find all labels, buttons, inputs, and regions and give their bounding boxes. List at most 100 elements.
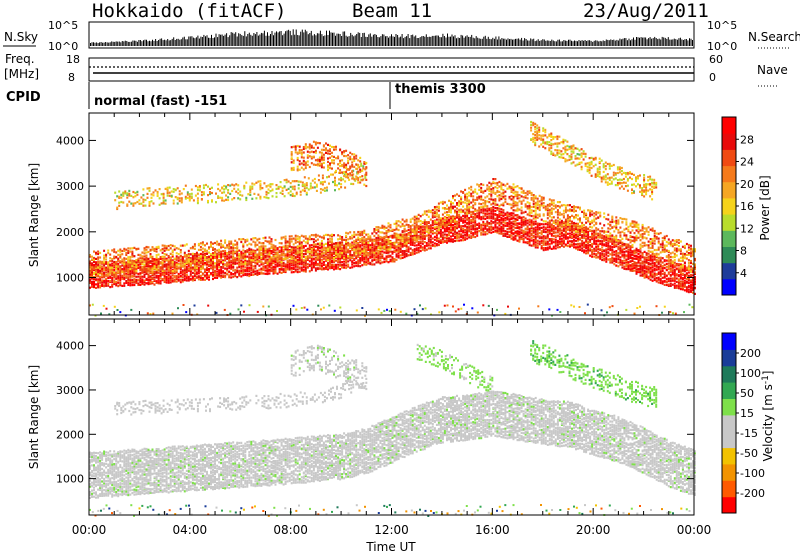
heatmap-cell (534, 246, 537, 249)
heatmap-cell (99, 256, 102, 259)
heatmap-cell (284, 256, 287, 259)
heatmap-cell (210, 243, 212, 246)
heatmap-cell (470, 230, 473, 234)
heatmap-cell (274, 271, 277, 274)
heatmap-cell (127, 251, 130, 254)
heatmap-cell (242, 260, 245, 263)
heatmap-cell (230, 264, 233, 267)
heatmap-cell (520, 216, 523, 219)
heatmap-cell (183, 272, 186, 276)
heatmap-cell (669, 277, 672, 280)
heatmap-cell (246, 244, 249, 247)
heatmap-cell (512, 236, 515, 239)
heatmap-cell (498, 207, 501, 210)
heatmap-cell (167, 255, 170, 258)
heatmap-cell (143, 260, 146, 263)
heatmap-cell (312, 257, 315, 260)
heatmap-cell (623, 267, 626, 270)
heatmap-cell (163, 265, 166, 268)
heatmap-cell (359, 259, 362, 262)
heatmap-cell (577, 235, 579, 238)
heatmap-cell (385, 235, 388, 239)
heatmap-cell (379, 242, 382, 245)
heatmap-cell (651, 266, 654, 269)
heatmap-cell (651, 270, 654, 273)
heatmap-cell (552, 225, 555, 228)
heatmap-cell (288, 265, 291, 268)
heatmap-cell (302, 246, 305, 249)
heatmap-cell (621, 251, 624, 254)
heatmap-cell (601, 236, 604, 239)
heatmap-cell (552, 231, 555, 235)
heatmap-cell (93, 284, 95, 287)
heatmap-cell (550, 232, 553, 235)
heatmap-cell (300, 246, 303, 250)
heatmap-cell (474, 232, 477, 235)
heatmap-cell (210, 245, 212, 248)
heatmap-cell (175, 257, 178, 260)
heatmap-cell (282, 253, 285, 256)
heatmap-cell (341, 263, 344, 266)
heatmap-cell (395, 250, 398, 253)
heatmap-cell (454, 235, 456, 238)
heatmap-cell (514, 226, 517, 229)
heatmap-cell (133, 278, 136, 281)
heatmap-cell (566, 244, 569, 248)
heatmap-cell (472, 226, 475, 229)
heatmap-cell (137, 283, 140, 286)
heatmap-cell (193, 259, 196, 262)
heatmap-cell (621, 250, 624, 253)
heatmap-cell (694, 272, 696, 275)
heatmap-cell (377, 250, 380, 253)
heatmap-cell (560, 240, 563, 243)
heatmap-cell (169, 247, 172, 250)
heatmap-cell (514, 222, 517, 225)
heatmap-cell (589, 254, 592, 257)
heatmap-cell (651, 262, 654, 265)
heatmap-cell (383, 227, 386, 230)
heatmap-cell (113, 271, 116, 274)
heatmap-cell (516, 224, 519, 227)
heatmap-cell (573, 235, 575, 238)
heatmap-cell (129, 282, 132, 285)
heatmap-cell (480, 208, 483, 211)
heatmap-cell (377, 254, 380, 257)
heatmap-cell (135, 275, 138, 278)
heatmap-cell (292, 249, 295, 252)
heatmap-cell (490, 215, 493, 218)
heatmap-cell (312, 234, 315, 237)
heatmap-cell (690, 265, 692, 268)
heatmap-cell (532, 234, 535, 237)
heatmap-cell (538, 240, 541, 243)
heatmap-cell (361, 230, 364, 233)
heatmap-cell (365, 259, 368, 262)
heatmap-cell (314, 260, 317, 263)
heatmap-cell (228, 242, 231, 245)
heatmap-cell (562, 239, 565, 242)
heatmap-cell (89, 278, 91, 281)
heatmap-cell (292, 254, 295, 257)
heatmap-cell (304, 241, 307, 244)
heatmap-cell (575, 235, 577, 238)
heatmap-cell (145, 272, 148, 275)
heatmap-cell (300, 261, 303, 265)
heatmap-cell (520, 226, 523, 229)
heatmap-cell (694, 283, 696, 286)
heatmap-cell (335, 267, 337, 270)
heatmap-cell (181, 257, 184, 261)
heatmap-cell (446, 224, 448, 228)
heatmap-cell (212, 246, 214, 249)
heatmap-cell (322, 256, 325, 259)
heatmap-cell (197, 270, 200, 273)
heatmap-cell (240, 252, 243, 255)
heatmap-cell (546, 235, 549, 238)
heatmap-cell (141, 263, 144, 266)
heatmap-cell (349, 259, 352, 262)
heatmap-cell (97, 266, 100, 269)
heatmap-cell (496, 227, 499, 231)
heatmap-cell (310, 259, 313, 262)
heatmap-cell (206, 271, 208, 274)
heatmap-cell (575, 222, 577, 225)
heatmap-cell (349, 253, 352, 256)
heatmap-cell (583, 234, 586, 237)
